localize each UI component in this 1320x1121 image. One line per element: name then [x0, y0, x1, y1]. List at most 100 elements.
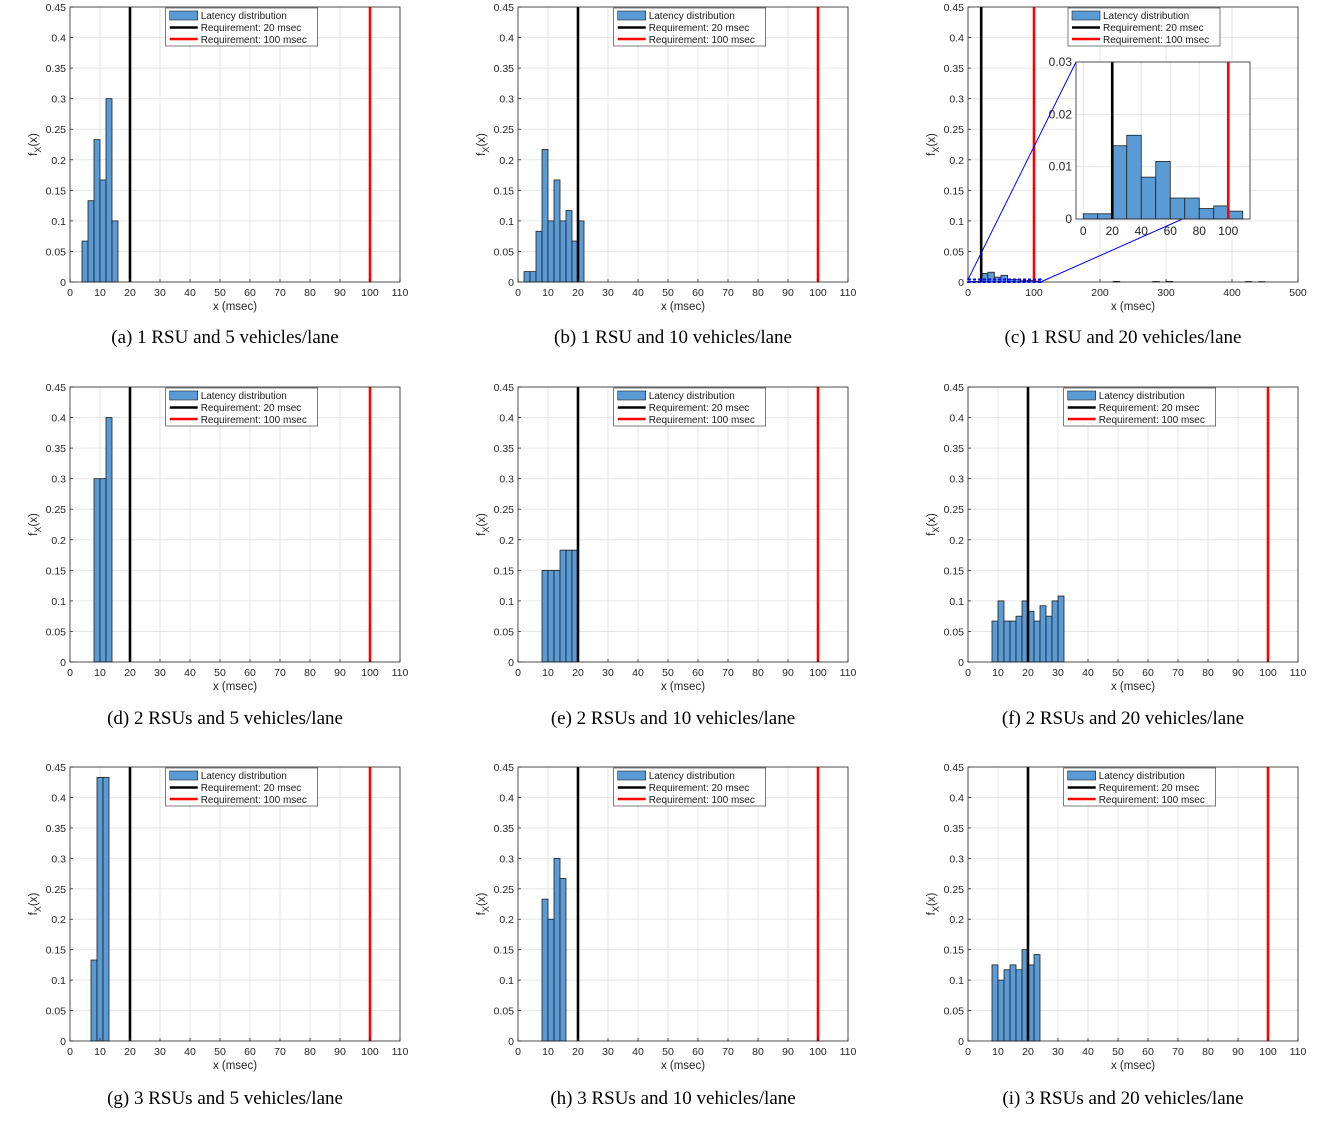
inset-histogram-bar — [1169, 197, 1186, 220]
histogram-bar — [1033, 620, 1041, 663]
x-tick-label: 100 — [1259, 1046, 1277, 1058]
zoom-region-box — [967, 278, 1042, 283]
legend-label-req100: Requirement: 100 msec — [201, 415, 307, 426]
y-tick-label: 0 — [60, 277, 66, 289]
histogram-bar — [559, 549, 567, 663]
y-tick-label: 0.25 — [46, 884, 67, 896]
y-tick-label: 0.3 — [51, 94, 66, 106]
y-tick-label: 0.1 — [949, 216, 964, 228]
y-tick-label: 0.2 — [499, 155, 514, 167]
x-tick-label: 100 — [809, 287, 827, 299]
legend-swatch-latency — [169, 390, 198, 401]
x-tick-label: 40 — [632, 287, 644, 299]
x-tick-label: 110 — [1290, 667, 1307, 679]
x-tick-label: 70 — [1172, 667, 1184, 679]
y-tick-label: 0.35 — [944, 443, 965, 455]
inset-histogram-bar — [1082, 213, 1099, 220]
x-axis-label: x (msec) — [661, 1060, 705, 1072]
inset-x-tick-label: 40 — [1135, 224, 1149, 238]
inset-x-tick-label: 0 — [1080, 224, 1087, 238]
inset-zoom-chart: 0 20 40 60 80 100 0 0.01 0.02 0.03 — [967, 55, 1251, 283]
legend-swatch-latency — [1067, 390, 1096, 401]
y-tick-label: 0.1 — [51, 216, 66, 228]
y-tick-label: 0.15 — [944, 565, 965, 577]
y-tick-label: 0.05 — [494, 626, 515, 638]
x-tick-label: 70 — [1172, 1046, 1184, 1058]
x-tick-label: 40 — [184, 287, 196, 299]
legend-swatch-latency — [617, 390, 647, 401]
y-tick-label: 0.4 — [949, 33, 964, 45]
inset-histogram-bar — [1097, 213, 1113, 220]
x-tick-label: 40 — [184, 1046, 196, 1058]
histogram-bar — [99, 179, 107, 283]
histogram-bar — [90, 959, 98, 1042]
x-tick-label: 10 — [992, 667, 1004, 679]
x-tick-label: 100 — [361, 667, 379, 679]
y-tick-label: 0.35 — [494, 823, 515, 835]
histogram-bar — [523, 271, 531, 283]
y-tick-label: 0.3 — [499, 94, 514, 106]
x-tick-label: 90 — [782, 287, 794, 299]
histogram-bar — [541, 898, 549, 1042]
y-tick-label: 0.05 — [494, 1006, 515, 1018]
x-tick-label: 90 — [334, 1046, 346, 1058]
x-tick-label: 30 — [602, 1046, 614, 1058]
histogram-bar — [553, 857, 561, 1042]
x-tick-label: 80 — [1202, 1046, 1214, 1058]
y-tick-label: 0.2 — [51, 155, 66, 167]
x-tick-label: 50 — [214, 287, 226, 299]
chart-panel-h: 0 10 20 30 40 50 60 70 80 90 100 110 0 0.05 0.1 0.15 0.2… — [476, 762, 857, 1109]
x-tick-label: 0 — [515, 667, 521, 679]
y-tick-label: 0.35 — [944, 63, 965, 75]
axes-box — [69, 766, 401, 1042]
inset-histogram-bar — [1184, 197, 1200, 220]
x-tick-label: 20 — [572, 667, 584, 679]
x-tick-label: 0 — [965, 287, 971, 299]
y-tick-label: 0.1 — [499, 216, 514, 228]
x-tick-label: 0 — [515, 287, 521, 299]
x-tick-label: 70 — [722, 287, 734, 299]
x-tick-label: 10 — [542, 667, 554, 679]
y-tick-label: 0.25 — [494, 124, 515, 136]
y-tick-label: 0.3 — [499, 853, 514, 865]
x-tick-label: 110 — [1290, 1046, 1307, 1058]
x-tick-label: 60 — [1142, 667, 1154, 679]
chart-panel-f: 0 10 20 30 40 50 60 70 80 90 100 110 0 0.05 0.1 0.15 0.2… — [926, 382, 1307, 729]
legend-swatch-latency — [617, 10, 647, 21]
inset-y-tick-label: 0 — [1065, 212, 1072, 226]
x-tick-label: 60 — [692, 287, 704, 299]
y-tick-label: 0.25 — [494, 884, 515, 896]
y-axis-label-group: fX(x) — [926, 133, 941, 156]
x-tick-label: 70 — [274, 1046, 286, 1058]
y-axis-label: fX(x) — [476, 133, 491, 156]
legend-label-latency: Latency distribution — [649, 391, 735, 402]
x-tick-label: 50 — [1112, 1046, 1124, 1058]
y-tick-label: 0.4 — [499, 413, 514, 425]
axes-box — [967, 766, 1299, 1042]
chart-panel-c: 0 100 200 300 400 50000.050.10.150.20.250.30.… — [926, 2, 1307, 348]
y-tick-label: 0 — [958, 657, 964, 669]
y-tick-label: 0.35 — [46, 443, 67, 455]
histogram-bar — [541, 148, 549, 283]
legend-label-req20: Requirement: 20 msec — [649, 23, 750, 34]
panel-caption: (b) 1 RSU and 10 vehicles/lane — [554, 327, 792, 348]
histogram-bar — [559, 220, 567, 283]
chart-panel-i: 0 10 20 30 40 50 60 70 80 90 100 110 0 0.05 0.1 0.15 0.2… — [926, 762, 1307, 1109]
x-tick-label: 40 — [1082, 1046, 1094, 1058]
legend-label-latency: Latency distribution — [649, 11, 735, 22]
histogram-bar — [1015, 969, 1023, 1042]
x-tick-label: 20 — [572, 287, 584, 299]
y-tick-label: 0.15 — [494, 945, 515, 957]
panel-caption: (f) 2 RSUs and 20 vehicles/lane — [1002, 708, 1244, 729]
histogram-bar — [105, 98, 113, 283]
y-tick-label: 0.1 — [949, 596, 964, 608]
y-tick-label: 0.15 — [46, 565, 67, 577]
y-tick-label: 0.25 — [944, 124, 965, 136]
x-tick-label: 50 — [1112, 667, 1124, 679]
x-tick-label: 50 — [214, 667, 226, 679]
x-axis-label: x (msec) — [213, 1060, 257, 1072]
panel-caption: (h) 3 RSUs and 10 vehicles/lane — [550, 1088, 795, 1109]
x-tick-label: 10 — [94, 667, 106, 679]
x-tick-label: 30 — [1052, 667, 1064, 679]
